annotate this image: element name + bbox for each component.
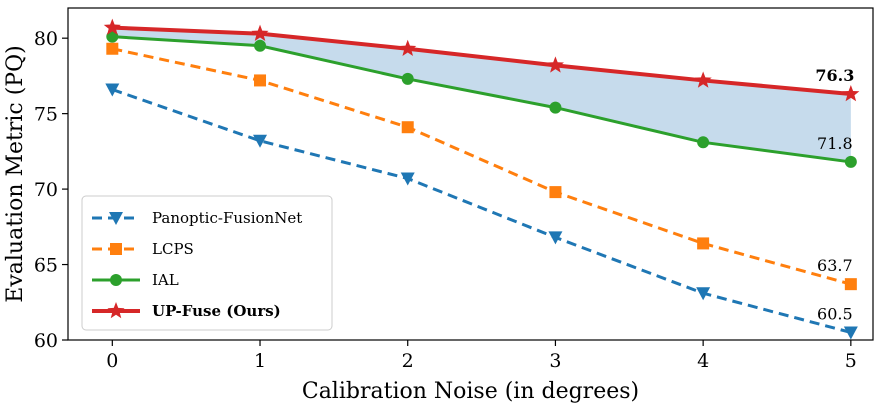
series-line-ial xyxy=(112,35,852,164)
marker-panoptic-fusionnet-5 xyxy=(843,326,858,340)
axis-ticks: 0 1 2 3 4 5 60 65 70 75 80 xyxy=(34,28,857,372)
data-label-76-3: 76.3 xyxy=(815,66,854,85)
marker-lcps-4 xyxy=(697,237,710,250)
legend-label-up-fuse-ours: UP-Fuse (Ours) xyxy=(152,302,281,320)
marker-ial-1 xyxy=(254,39,267,52)
x-tick-label-5: 5 xyxy=(845,350,857,372)
marker-ial-5 xyxy=(844,155,857,168)
data-label-60-5: 60.5 xyxy=(817,304,853,323)
legend-box xyxy=(81,195,333,331)
legend-label-ial: IAL xyxy=(152,271,179,289)
marker-up-fuse-ours-0 xyxy=(103,18,121,35)
marker-panoptic-fusionnet-4 xyxy=(696,287,711,301)
marker-up-fuse-ours-4 xyxy=(694,71,712,88)
data-label-71-8: 71.8 xyxy=(817,134,853,153)
marker-ial-2 xyxy=(401,72,414,85)
marker-lcps-2 xyxy=(401,121,414,134)
data-labels: 76.3 71.8 63.7 60.5 xyxy=(815,66,854,323)
y-tick-label-70: 70 xyxy=(34,179,58,201)
marker-ial-3 xyxy=(549,101,562,114)
x-tick-label-3: 3 xyxy=(549,350,561,372)
marker-lcps-5 xyxy=(844,278,857,291)
series-lines xyxy=(111,25,852,334)
marker-lcps-0 xyxy=(106,42,119,55)
y-axis-label: Evaluation Metric (PQ) xyxy=(3,45,28,302)
legend-marker-panoptic-fusionnet xyxy=(109,212,123,225)
y-tick-label-75: 75 xyxy=(34,104,58,126)
marker-panoptic-fusionnet-3 xyxy=(548,231,563,245)
marker-ial-0 xyxy=(106,30,119,43)
series-markers xyxy=(103,18,860,340)
marker-up-fuse-ours-3 xyxy=(546,56,564,73)
marker-panoptic-fusionnet-1 xyxy=(253,134,268,148)
legend-marker-lcps xyxy=(110,243,122,255)
marker-up-fuse-ours-2 xyxy=(399,39,417,57)
legend-marker-up-fuse-ours xyxy=(107,302,125,319)
series-line-panoptic-fusionnet xyxy=(111,88,852,334)
y-tick-label-80: 80 xyxy=(34,28,58,50)
marker-up-fuse-ours-1 xyxy=(251,24,269,41)
data-label-63-7: 63.7 xyxy=(817,256,853,275)
marker-lcps-3 xyxy=(549,186,562,199)
series-line-up-fuse-ours xyxy=(112,25,852,97)
shaded-region-fill xyxy=(112,27,851,162)
legend-marker-ial xyxy=(110,274,122,286)
legend-label-lcps: LCPS xyxy=(152,240,194,258)
x-axis-label: Calibration Noise (in degrees) xyxy=(302,379,639,404)
marker-lcps-1 xyxy=(254,74,267,87)
marker-ial-4 xyxy=(697,136,710,149)
marker-panoptic-fusionnet-0 xyxy=(105,83,120,97)
legend-label-panoptic-fusionnet: Panoptic-FusionNet xyxy=(152,209,302,227)
marker-panoptic-fusionnet-2 xyxy=(400,172,415,186)
x-tick-label-2: 2 xyxy=(402,350,414,372)
y-tick-label-65: 65 xyxy=(34,255,58,277)
plot-frame xyxy=(67,7,874,341)
marker-up-fuse-ours-5 xyxy=(842,85,860,102)
shaded-gap-region xyxy=(112,27,851,162)
x-tick-label-4: 4 xyxy=(697,350,709,372)
x-tick-label-1: 1 xyxy=(254,350,266,372)
series-line-lcps xyxy=(111,47,852,286)
y-tick-label-60: 60 xyxy=(34,330,58,352)
x-tick-label-0: 0 xyxy=(106,350,118,372)
legend: Panoptic-FusionNet LCPS IAL UP-Fuse (Ours) xyxy=(81,195,333,331)
